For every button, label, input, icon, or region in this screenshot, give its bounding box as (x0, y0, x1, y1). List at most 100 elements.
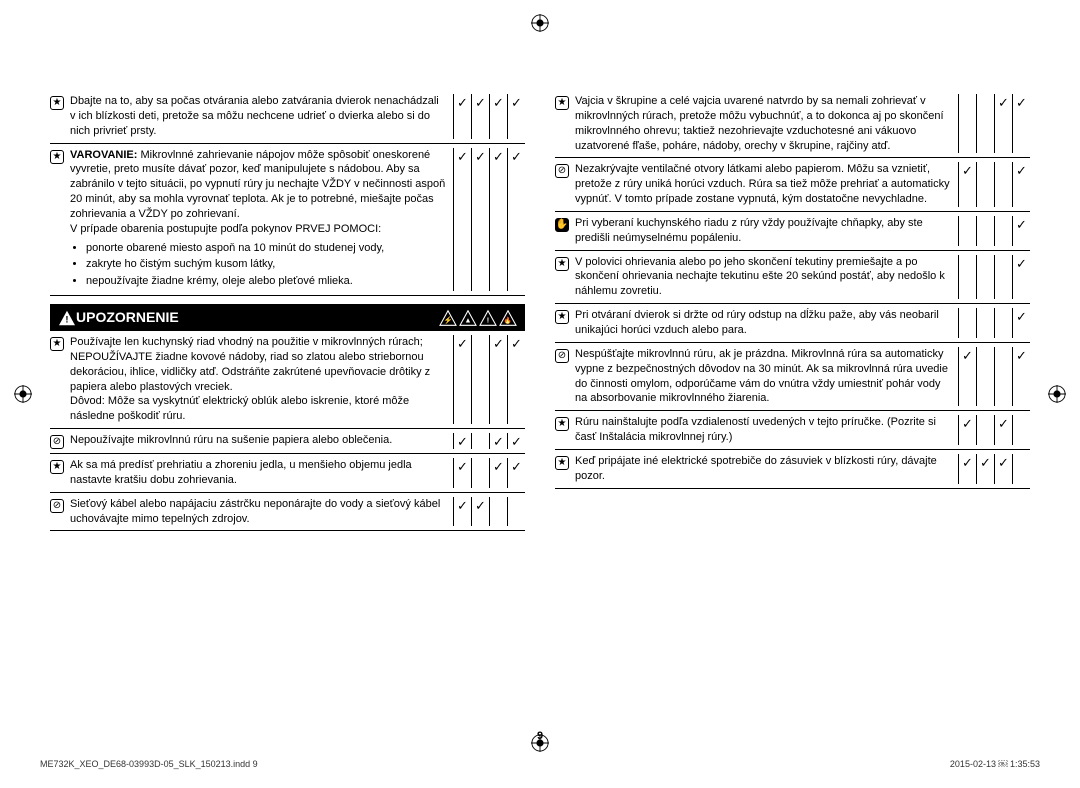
instruction-row: ★V polovici ohrievania alebo po jeho sko… (555, 251, 1030, 305)
check-cell: ✓ (507, 433, 525, 449)
check-cell: ✓ (1012, 94, 1030, 153)
check-cell (976, 347, 994, 406)
check-cell (976, 415, 994, 445)
instruction-bullet: nepoužívajte žiadne krémy, oleje alebo p… (86, 274, 447, 289)
instruction-text: Pri vyberaní kuchynského riadu z rúry vž… (575, 216, 958, 246)
check-cell (1012, 415, 1030, 445)
instruction-row: ⊘ Nespúšťajte mikrovlnnú rúru, ak je práz… (555, 343, 1030, 411)
check-cell (976, 308, 994, 338)
check-cell: ✓ (958, 454, 976, 484)
svg-text:!: ! (65, 314, 68, 325)
banner-label: UPOZORNENIE (76, 308, 179, 327)
check-cell: ✓ (489, 335, 507, 424)
instruction-bullet: zakryte ho čistým suchým kusom látky, (86, 257, 447, 272)
star-icon: ★ (555, 417, 569, 431)
star-icon: ★ (50, 337, 64, 351)
check-cell: ✓ (489, 458, 507, 488)
prohibit-icon: ⊘ (555, 349, 569, 363)
hazard-icon: ! (479, 310, 497, 326)
check-cell: ✓ (1012, 255, 1030, 300)
registration-mark-top (531, 14, 549, 32)
check-cell: ✓ (453, 94, 471, 139)
check-cell: ✓ (1012, 216, 1030, 246)
instruction-row: ★Keď pripájate iné elektrické spotrebiče… (555, 450, 1030, 489)
check-cell (471, 458, 489, 488)
check-cell: ✓ (489, 94, 507, 139)
star-icon: ★ (50, 150, 64, 164)
check-cell (958, 216, 976, 246)
instruction-row: ⊘Nezakrývajte ventilačné otvory látkami … (555, 158, 1030, 212)
instruction-row: ★ VAROVANIE: Mikrovlnné zahrievanie nápoj… (50, 144, 525, 297)
check-cell (994, 216, 1012, 246)
check-cell (994, 308, 1012, 338)
check-cell (994, 255, 1012, 300)
instruction-text: Keď pripájate iné elektrické spotrebiče … (575, 454, 958, 484)
check-cell: ✓ (1012, 347, 1030, 406)
instruction-text: Sieťový kábel alebo napájaciu zástrčku n… (70, 497, 453, 527)
hazard-icon: 🔥 (499, 310, 517, 326)
instruction-text: Nepoužívajte mikrovlnnú rúru na sušenie … (70, 433, 453, 449)
check-cell: ✓ (958, 347, 976, 406)
check-cell: ✓ (453, 433, 471, 449)
check-cell: ✓ (1012, 162, 1030, 207)
star-icon: ★ (555, 96, 569, 110)
check-cell (471, 335, 489, 424)
check-cell (976, 94, 994, 153)
left-column: ★Dbajte na to, aby sa počas otvárania al… (50, 90, 525, 531)
check-cell (1012, 454, 1030, 484)
check-cell (976, 216, 994, 246)
instruction-text: Ak sa má predísť prehriatiu a zhoreniu j… (70, 458, 453, 488)
check-cell: ✓ (994, 94, 1012, 153)
check-cell (976, 162, 994, 207)
check-cell (994, 347, 1012, 406)
check-cell: ✓ (507, 148, 525, 292)
right-column: ★ Vajcia v škrupine a celé vajcia uvarené… (555, 90, 1030, 531)
svg-text:▲: ▲ (464, 315, 471, 324)
instruction-text: Nespúšťajte mikrovlnnú rúru, ak je prázd… (575, 347, 958, 406)
check-cell: ✓ (994, 415, 1012, 445)
page-content: ★Dbajte na to, aby sa počas otvárania al… (0, 0, 1080, 571)
instruction-row: ★ Rúru nainštalujte podľa vzdialeností uv… (555, 411, 1030, 450)
check-cell (489, 497, 507, 527)
check-cell: ✓ (507, 94, 525, 139)
check-cell: ✓ (471, 148, 489, 292)
instruction-row: ★ Vajcia v škrupine a celé vajcia uvarené… (555, 90, 1030, 158)
check-cell (976, 255, 994, 300)
warning-banner: ! UPOZORNENIE ⚡ ▲ ! 🔥 (50, 304, 525, 331)
instruction-text: Pri otváraní dvierok si držte od rúry od… (575, 308, 958, 338)
check-cell: ✓ (489, 148, 507, 292)
check-cell: ✓ (471, 497, 489, 527)
check-cell: ✓ (453, 458, 471, 488)
instruction-bullet: ponorte obarené miesto aspoň na 10 minút… (86, 241, 447, 256)
instruction-text: Vajcia v škrupine a celé vajcia uvarené … (575, 94, 958, 153)
hazard-icon: ⚡ (439, 310, 457, 326)
instruction-row: ✋ Pri vyberaní kuchynského riadu z rúry v… (555, 212, 1030, 251)
star-icon: ★ (50, 96, 64, 110)
check-cell: ✓ (453, 497, 471, 527)
registration-mark-left (14, 385, 32, 403)
check-cell: ✓ (958, 162, 976, 207)
glove-icon: ✋ (555, 218, 569, 232)
instruction-text: Používajte len kuchynský riad vhodný na … (70, 335, 453, 424)
instruction-row: ★ Pri otváraní dvierok si držte od rúry o… (555, 304, 1030, 343)
check-cell (471, 433, 489, 449)
footer-filename: ME732K_XEO_DE68-03993D-05_SLK_150213.ind… (40, 758, 258, 770)
star-icon: ★ (50, 460, 64, 474)
check-cell: ✓ (453, 335, 471, 424)
star-icon: ★ (555, 310, 569, 324)
hazard-icon: ▲ (459, 310, 477, 326)
page-number: 9 (537, 729, 543, 744)
instruction-text: VAROVANIE: Mikrovlnné zahrievanie nápojo… (70, 148, 453, 292)
instruction-text: Nezakrývajte ventilačné otvory látkami a… (575, 162, 958, 207)
warning-triangle-icon: ! (58, 310, 76, 326)
check-cell: ✓ (958, 415, 976, 445)
check-cell: ✓ (471, 94, 489, 139)
svg-text:⚡: ⚡ (443, 315, 452, 324)
instruction-row: ★ Používajte len kuchynský riad vhodný na… (50, 331, 525, 429)
check-cell (994, 162, 1012, 207)
prohibit-icon: ⊘ (50, 499, 64, 513)
check-cell: ✓ (489, 433, 507, 449)
svg-text:!: ! (487, 315, 489, 324)
check-cell: ✓ (994, 454, 1012, 484)
instruction-text: Rúru nainštalujte podľa vzdialeností uve… (575, 415, 958, 445)
